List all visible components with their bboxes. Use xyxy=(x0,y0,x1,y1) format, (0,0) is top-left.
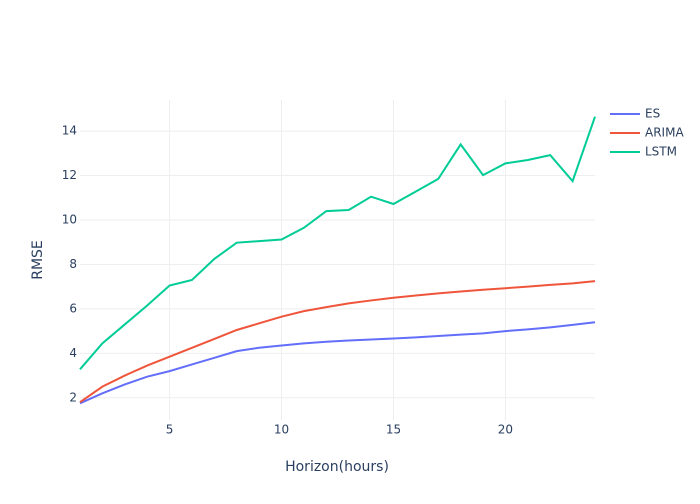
y-tick-label: 6 xyxy=(69,301,77,315)
line xyxy=(79,321,596,405)
line xyxy=(79,280,596,404)
y-tick-label: 10 xyxy=(62,213,77,227)
legend-label: LSTM xyxy=(645,145,677,159)
y-tick-label: 4 xyxy=(69,346,77,360)
x-axis-title: Horizon(hours) xyxy=(285,459,389,475)
y-tick-label: 12 xyxy=(62,168,77,182)
x-tick-label: 5 xyxy=(166,423,174,437)
legend-label: ES xyxy=(645,107,660,121)
y-tick-label: 2 xyxy=(69,390,77,404)
legend-label: ARIMA xyxy=(645,126,684,140)
x-tick-label: 15 xyxy=(386,423,401,437)
y-tick-label: 8 xyxy=(69,257,77,271)
line xyxy=(79,116,596,370)
y-tick-label: 14 xyxy=(62,124,77,138)
x-tick-label: 20 xyxy=(498,423,513,437)
y-axis-title: RMSE xyxy=(30,240,46,280)
x-tick-label: 10 xyxy=(274,423,289,437)
